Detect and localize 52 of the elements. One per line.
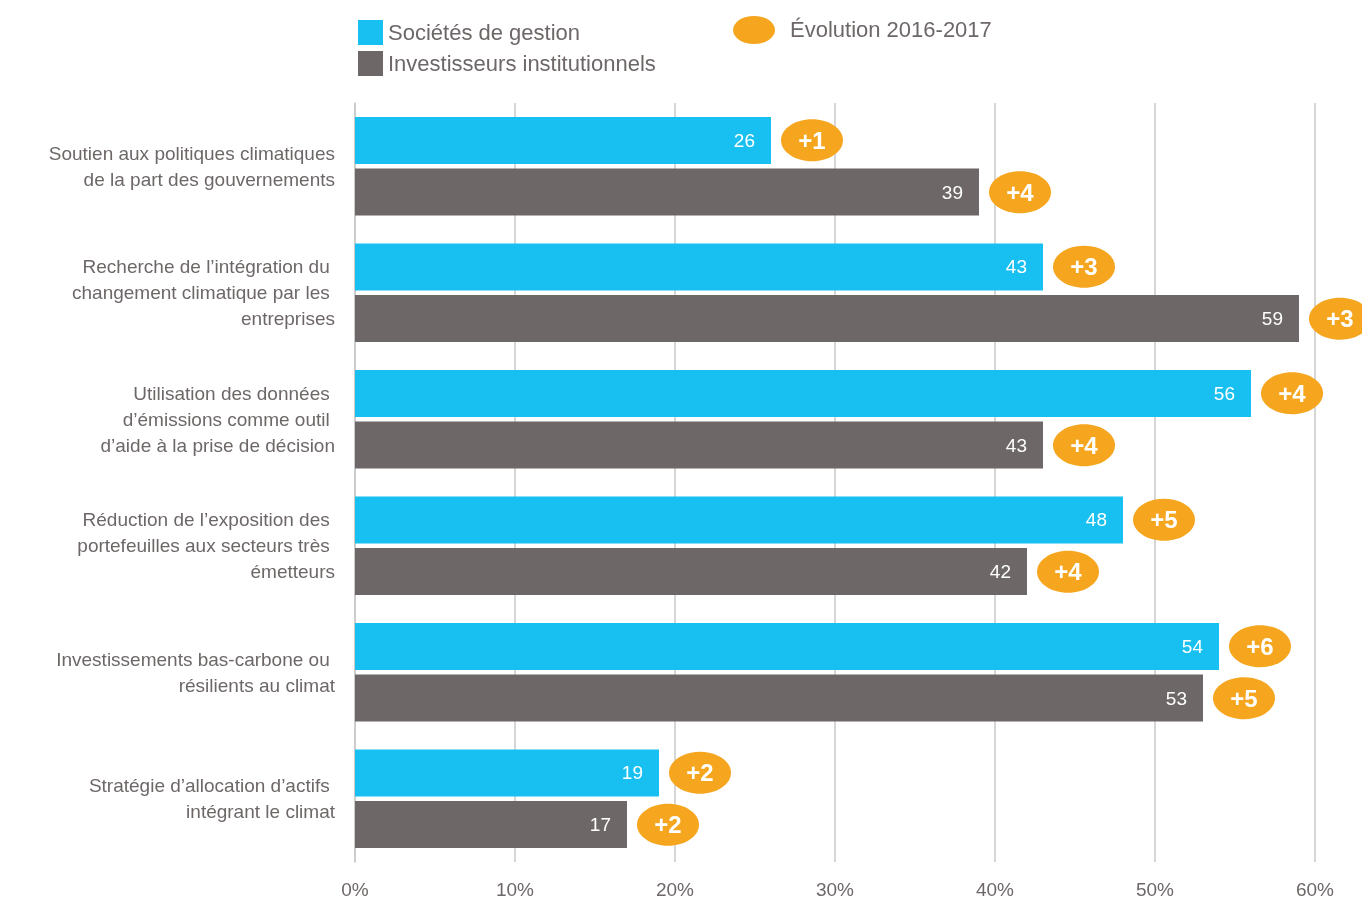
data-label: 43 [1005, 256, 1027, 278]
data-label: 48 [1085, 509, 1107, 531]
x-tick-label: 40% [975, 879, 1015, 900]
bar [355, 749, 659, 797]
bar [355, 369, 1251, 417]
annotation: +1 [798, 126, 826, 154]
bar [355, 801, 627, 849]
data-label: 56 [1213, 382, 1235, 404]
data-label: 26 [733, 129, 755, 151]
x-tick-label: 20% [655, 879, 695, 900]
data-label: 19 [621, 762, 643, 784]
bar [355, 674, 1203, 722]
annotation: +6 [1246, 632, 1274, 660]
annotation: +4 [1278, 379, 1307, 407]
bar [355, 421, 1043, 469]
annotation: +3 [1070, 253, 1098, 281]
bar [355, 295, 1299, 343]
data-label: 59 [1261, 308, 1283, 330]
data-label: 54 [1181, 635, 1204, 657]
annotation: +4 [1054, 558, 1083, 586]
annotation: +4 [1070, 431, 1099, 459]
annotation: +5 [1150, 506, 1178, 534]
text: Évolution 2016-2017 [790, 17, 992, 43]
x-tick-label: 30% [815, 879, 855, 900]
y-tick-label: Investissements bas-carbone ou résilients au climat [56, 648, 336, 696]
data-label: 17 [589, 814, 611, 836]
y-tick-label: Stratégie d’allocation d’actifs intégrant le climat [88, 775, 336, 823]
bar [355, 116, 771, 164]
x-tick-label: 10% [495, 879, 535, 900]
bar [355, 168, 979, 216]
bar [355, 243, 1043, 291]
data-label: 39 [941, 181, 963, 203]
data-label: 42 [989, 561, 1011, 583]
y-tick-label: Réduction de l’exposition des portefeuilles aux secteurs très émetteurs [77, 509, 335, 583]
x-tick-label: 50% [1135, 879, 1175, 900]
bar [355, 622, 1219, 670]
data-label: 43 [1005, 434, 1027, 456]
x-tick-label: 60% [1295, 879, 1335, 900]
x-tick-label: 0% [341, 879, 369, 900]
bar [355, 496, 1123, 544]
bar [355, 548, 1027, 596]
y-tick-label: Recherche de l’intégration du changement climatique par les entreprises [72, 256, 335, 330]
annotation: +3 [1326, 305, 1354, 333]
y-tick-label: Utilisation des données d’émissions comme outil d’aide à la prise de décision [100, 382, 335, 456]
legend-label: Sociétés de gestion [388, 20, 581, 45]
annotation: +5 [1230, 684, 1258, 712]
annotation: +2 [686, 759, 714, 787]
legend-label: Investisseurs institutionnels [388, 51, 656, 76]
annotation: +2 [654, 811, 682, 839]
y-tick-label: Soutien aux politiques climatiques de la part des gouvernements [48, 142, 335, 190]
annotation: +4 [1006, 178, 1035, 206]
data-label: 53 [1165, 687, 1187, 709]
